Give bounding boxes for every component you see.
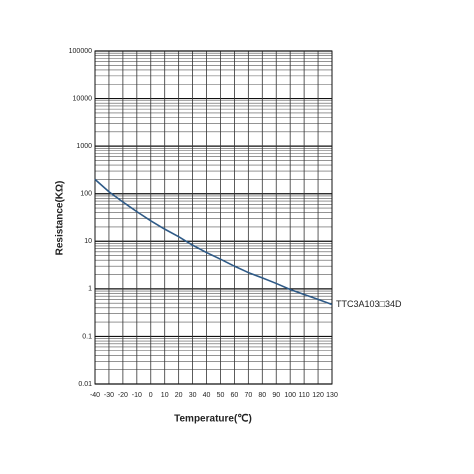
x-tick-label: -30 xyxy=(104,392,114,399)
y-tick-label: 10000 xyxy=(73,95,93,102)
curve xyxy=(94,178,333,306)
y-tick-label: 1 xyxy=(88,286,92,293)
x-tick-label: 130 xyxy=(326,392,338,399)
x-tick-label: -20 xyxy=(118,392,128,399)
x-tick-label: 0 xyxy=(149,392,153,399)
y-axis-title: Resistance(KΩ) xyxy=(55,181,66,256)
x-tick-label: 50 xyxy=(217,392,225,399)
x-tick-label: -10 xyxy=(132,392,142,399)
x-tick-label: 10 xyxy=(161,392,169,399)
x-tick-label: 30 xyxy=(189,392,197,399)
x-tick-label: 60 xyxy=(231,392,239,399)
y-tick-label: 10 xyxy=(84,238,92,245)
plot-frame xyxy=(94,50,333,385)
curve-label: TTC3A103□34D xyxy=(336,299,402,309)
y-tick-label: 100000 xyxy=(69,48,92,55)
y-tick-label: 0.1 xyxy=(82,333,92,340)
y-tick-label: 0.01 xyxy=(78,381,92,388)
y-tick-label: 1000 xyxy=(76,143,92,150)
x-tick-label: 120 xyxy=(312,392,324,399)
x-tick-label: 40 xyxy=(203,392,211,399)
x-tick-label: 100 xyxy=(284,392,296,399)
x-tick-label: 90 xyxy=(272,392,280,399)
x-tick-label: -40 xyxy=(90,392,100,399)
y-tick-label: 100 xyxy=(80,191,92,198)
x-tick-label: 110 xyxy=(299,392,310,399)
x-tick-label: 20 xyxy=(175,392,183,399)
x-tick-label: 80 xyxy=(258,392,266,399)
x-axis-title: Temperature(℃) xyxy=(174,414,252,425)
x-tick-label: 70 xyxy=(244,392,252,399)
